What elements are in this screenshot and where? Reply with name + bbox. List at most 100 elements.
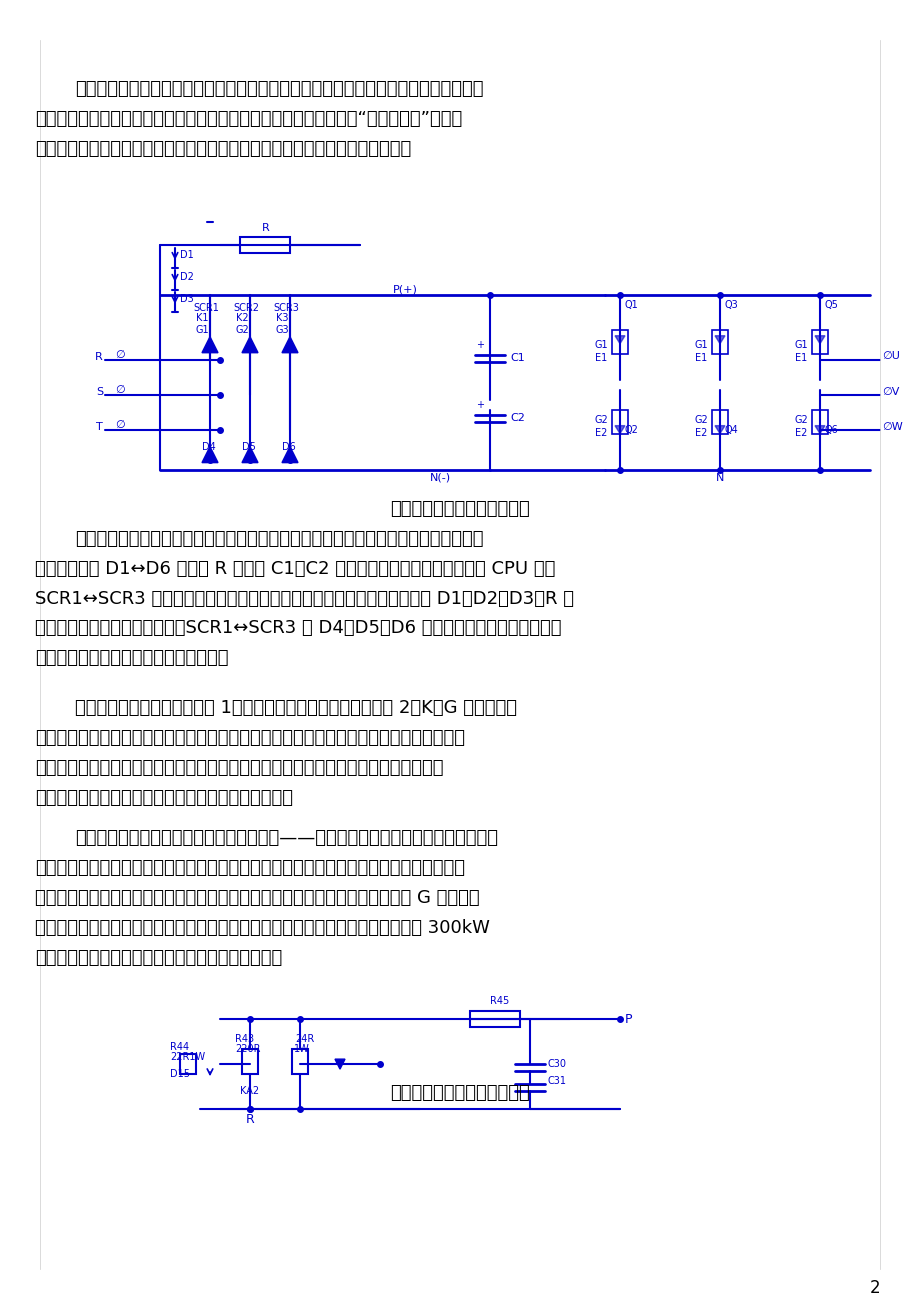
Text: G1: G1 xyxy=(196,324,210,335)
Text: 22R1W: 22R1W xyxy=(170,1052,205,1062)
Bar xyxy=(711,410,727,434)
Text: R43: R43 xyxy=(234,1034,254,1044)
Text: E1: E1 xyxy=(794,353,806,363)
Text: ∅: ∅ xyxy=(115,350,125,359)
Text: R: R xyxy=(262,223,269,233)
Text: D6: D6 xyxy=(282,441,295,452)
Text: Q1: Q1 xyxy=(624,299,638,310)
Polygon shape xyxy=(814,336,824,344)
Polygon shape xyxy=(242,337,257,353)
Text: K3: K3 xyxy=(276,312,289,323)
Text: E2: E2 xyxy=(794,427,807,437)
Text: C31: C31 xyxy=(548,1077,566,1086)
Text: Q5: Q5 xyxy=(824,299,838,310)
Text: 部分变频器及大功率变频器，整流电路常采用三相半控桥的电路方式，即三相整流桥的: 部分变频器及大功率变频器，整流电路常采用三相半控桥的电路方式，即三相整流桥的 xyxy=(75,79,483,98)
Text: E2: E2 xyxy=(694,427,707,437)
Bar xyxy=(291,1049,308,1074)
Text: 可控硬的开通需要两个条件： 1、阳极和阴极之间承受正向电压； 2、K、G 之间形成触: 可控硬的开通需要两个条件： 1、阳极和阴极之间承受正向电压； 2、K、G 之间形… xyxy=(75,699,516,717)
Bar xyxy=(240,237,289,253)
Text: K2: K2 xyxy=(236,312,248,323)
Text: 了充电接触器。节省了安装空间，提高了电路的可靠性。电路形式如下图所示：: 了充电接触器。节省了安装空间，提高了电路的可靠性。电路形式如下图所示： xyxy=(35,139,411,158)
Text: G1: G1 xyxy=(794,340,808,350)
Bar xyxy=(180,1055,196,1074)
Text: 压进行整流（同二极管一样）。最简单的触发电路，是经一只电阻从阳极引入到 G 极，在交: 压进行整流（同二极管一样）。最简单的触发电路，是经一只电阻从阳极引入到 G 极，… xyxy=(35,889,479,907)
Text: 虽然省去了充电接触器，但工作原理还是一样的，只不过控制电路有所差异。变频器上: 虽然省去了充电接触器，但工作原理还是一样的，只不过控制电路有所差异。变频器上 xyxy=(75,530,483,548)
Text: D15: D15 xyxy=(170,1069,190,1079)
Text: 24R: 24R xyxy=(295,1034,314,1044)
Text: R: R xyxy=(245,1113,254,1126)
Polygon shape xyxy=(814,426,824,434)
Text: D4: D4 xyxy=(202,441,216,452)
Polygon shape xyxy=(614,336,624,344)
Text: SCR2: SCR2 xyxy=(233,303,259,312)
Polygon shape xyxy=(714,336,724,344)
Bar xyxy=(611,329,628,354)
Text: K1: K1 xyxy=(196,312,209,323)
Polygon shape xyxy=(714,426,724,434)
Polygon shape xyxy=(202,447,218,462)
Text: 发电流回路。电路接在交流输入电源的三个端子上，提供单向可控整流，在三相交流电的三: 发电流回路。电路接在交流输入电源的三个端子上，提供单向可控整流，在三相交流电的三 xyxy=(35,729,464,747)
Text: +: + xyxy=(475,400,483,410)
Text: G2: G2 xyxy=(694,414,708,424)
Polygon shape xyxy=(282,447,298,462)
Text: 触发电流（脉冲或直流均可），可控硬即可在交流电的正半波期间良好导通，对输入交流电: 触发电流（脉冲或直流均可），可控硬即可在交流电的正半波期间良好导通，对输入交流电 xyxy=(35,859,464,878)
Text: 图三：充电接触器的控制电路: 图三：充电接触器的控制电路 xyxy=(390,500,529,518)
Text: Q2: Q2 xyxy=(624,424,638,435)
Text: N: N xyxy=(715,473,723,483)
Text: C2: C2 xyxy=(509,413,525,423)
Text: 个正半波作用期间，若触发电流同时形成，则三只可控硬就能被开通。第一个条件已经: 个正半波作用期间，若触发电流同时形成，则三只可控硬就能被开通。第一个条件已经 xyxy=(35,759,443,777)
Bar xyxy=(711,329,727,354)
Text: 220R: 220R xyxy=(234,1044,260,1055)
Text: G2: G2 xyxy=(236,324,249,335)
Text: 流电正半波期间（过零点后），为可控硬同步引入触发电流，使可控硬开通。如远 300kW: 流电正半波期间（过零点后），为可控硬同步引入触发电流，使可控硬开通。如远 300… xyxy=(35,919,489,937)
Text: D3: D3 xyxy=(180,294,194,303)
Text: E2: E2 xyxy=(595,427,607,437)
Text: R45: R45 xyxy=(490,996,509,1006)
Text: 1W: 1W xyxy=(294,1044,310,1055)
Text: +: + xyxy=(475,340,483,350)
Text: SCR1: SCR1 xyxy=(193,303,219,312)
Text: D1: D1 xyxy=(180,250,194,260)
Text: SCR1↔SCR3 三只可控硬的开通指令，控制电路强制三只可控硬导通，由 D1、D2、D3、R 构: SCR1↔SCR3 三只可控硬的开通指令，控制电路强制三只可控硬导通，由 D1、… xyxy=(35,590,573,608)
Text: C30: C30 xyxy=(548,1059,566,1069)
Text: G1: G1 xyxy=(595,340,608,350)
Text: 电期间，先由 D1↔D6 整流， R 限流为 C1、C2 充电，在充电过程接近结束时， CPU 输出: 电期间，先由 D1↔D6 整流， R 限流为 C1、C2 充电，在充电过程接近结… xyxy=(35,560,555,578)
Text: Q4: Q4 xyxy=(724,424,738,435)
Bar xyxy=(811,410,827,434)
Text: R44: R44 xyxy=(170,1042,189,1052)
Polygon shape xyxy=(242,447,257,462)
Text: 2: 2 xyxy=(868,1279,879,1297)
Text: S: S xyxy=(96,387,103,397)
Polygon shape xyxy=(282,337,298,353)
Text: P: P xyxy=(624,1013,632,1026)
Text: 变频器，主电路形式同图三，而触发电路相对简单：: 变频器，主电路形式同图三，而触发电路相对简单： xyxy=(35,949,282,967)
Text: G3: G3 xyxy=(276,324,289,335)
Text: G2: G2 xyxy=(794,414,808,424)
Text: Q6: Q6 xyxy=(824,424,838,435)
Text: T: T xyxy=(96,422,103,432)
Text: 简单点说，只要在可控硬承受正向电压期间——在交流电压过零处，为可控硬提供一个: 简单点说，只要在可控硬承受正向电压期间——在交流电压过零处，为可控硬提供一个 xyxy=(75,829,497,848)
Text: D2: D2 xyxy=(180,272,194,281)
Bar xyxy=(611,410,628,434)
Text: SCR3: SCR3 xyxy=(273,303,299,312)
Text: ∅: ∅ xyxy=(115,384,125,395)
Text: 图四：可控硬触发控制电路一: 图四：可控硬触发控制电路一 xyxy=(390,1085,529,1101)
Text: C1: C1 xyxy=(509,353,524,363)
Bar xyxy=(470,1012,519,1027)
Bar xyxy=(811,329,827,354)
Polygon shape xyxy=(202,337,218,353)
Text: KA2: KA2 xyxy=(240,1086,259,1096)
Text: 处于全导通状态下，等效于整流二极管。: 处于全导通状态下，等效于整流二极管。 xyxy=(35,650,228,668)
Text: R: R xyxy=(96,352,103,362)
Text: E1: E1 xyxy=(694,353,707,363)
Text: ∅: ∅ xyxy=(115,419,125,430)
Text: Q3: Q3 xyxy=(724,299,738,310)
Text: G2: G2 xyxy=(595,414,608,424)
Text: 成的上电预充电回路使用作用，SCR1↔SCR3 与 D4、D5、D6 构成三相整流桥，此时可控硬: 成的上电预充电回路使用作用，SCR1↔SCR3 与 D4、D5、D6 构成三相整… xyxy=(35,620,561,638)
Bar xyxy=(242,1049,257,1074)
Text: 下三臂为整流二极管，而上三臂采用三只单向可控硬，用可控硬这种“无触点开关”，代替: 下三臂为整流二极管，而上三臂采用三只单向可控硬，用可控硬这种“无触点开关”，代替 xyxy=(35,109,461,128)
Text: N(-): N(-) xyxy=(429,473,450,483)
Text: 自然形成，控制其开通只需提供第二个条件就可以了。: 自然形成，控制其开通只需提供第二个条件就可以了。 xyxy=(35,789,292,807)
Text: G1: G1 xyxy=(694,340,708,350)
Text: D5: D5 xyxy=(242,441,255,452)
